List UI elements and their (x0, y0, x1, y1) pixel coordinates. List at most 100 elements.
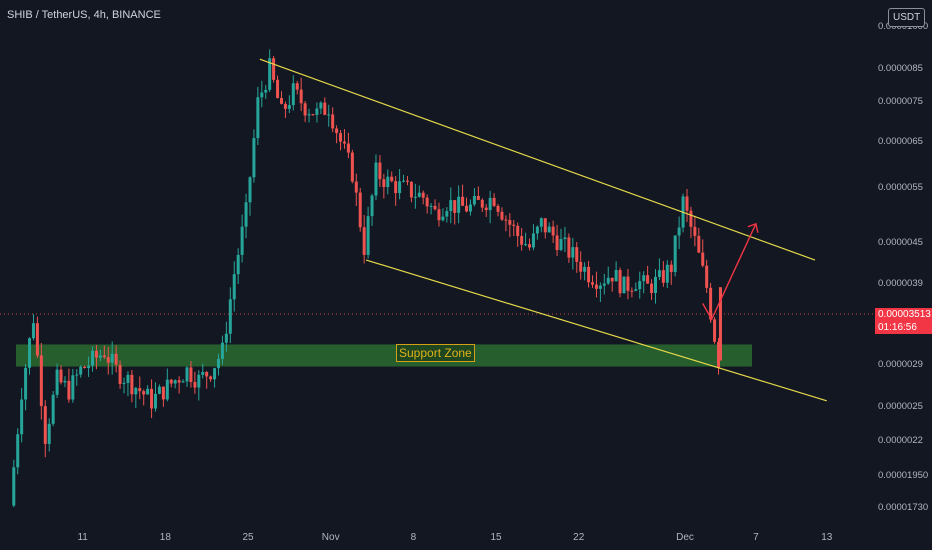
candle-body (472, 195, 476, 205)
currency-unit-button[interactable]: USDT (888, 8, 926, 27)
candle-body (98, 355, 102, 358)
candle-body (535, 226, 539, 234)
candles (12, 49, 722, 508)
candle-body (646, 275, 650, 284)
candle-body (571, 247, 575, 258)
candle-body (185, 367, 189, 382)
candle-body (630, 290, 634, 292)
candle-body (350, 152, 354, 182)
candle-body (224, 333, 228, 343)
candle-body (71, 375, 75, 400)
y-tick-label: 0.0000045 (878, 237, 923, 248)
candle-body (657, 270, 661, 277)
candle-body (413, 196, 417, 198)
candle-body (421, 192, 425, 198)
y-tick-label: 0.0000075 (878, 96, 923, 107)
candle-body (205, 371, 209, 377)
candle-body (429, 205, 433, 207)
candle-body (614, 270, 618, 282)
candle-body (31, 323, 35, 339)
candle-body (563, 237, 567, 240)
candle-body (634, 289, 638, 291)
candle-body (248, 177, 252, 203)
candle-body (520, 236, 524, 245)
candle-body (24, 367, 28, 400)
candle-body (551, 226, 555, 236)
candle-body (516, 225, 520, 237)
candle-body (291, 83, 295, 106)
x-tick-label: Dec (676, 532, 694, 543)
candle-body (346, 143, 350, 153)
candle-body (476, 195, 480, 200)
candle-body (528, 244, 532, 248)
candle-body (197, 374, 201, 388)
x-tick-label: 13 (821, 532, 833, 543)
candle-body (303, 103, 307, 116)
candle-body (126, 374, 130, 383)
candle-body (279, 98, 283, 104)
candle-body (433, 205, 437, 210)
candle-body (295, 83, 299, 90)
candle-body (59, 369, 63, 383)
y-tick-label: 0.0000065 (878, 136, 923, 147)
support-zone-rect (16, 344, 752, 367)
candle-body (661, 270, 665, 283)
candle-body (610, 277, 614, 282)
candle-body (35, 323, 39, 356)
candle-body (181, 381, 185, 383)
y-tick-label: 0.0000085 (878, 63, 923, 74)
candle-body (555, 235, 559, 251)
candle-body (594, 284, 598, 289)
candle-body (102, 355, 106, 358)
candle-body (587, 266, 591, 283)
candle-body (417, 192, 421, 197)
candle-body (622, 276, 626, 294)
candle-body (650, 283, 654, 293)
x-tick-label: 8 (411, 532, 417, 543)
candle-body (28, 338, 32, 368)
candle-body (512, 224, 516, 226)
candle-body (390, 176, 394, 182)
candle-body (602, 283, 606, 286)
projection-arrowhead (747, 222, 759, 233)
candle-body (276, 79, 280, 99)
candle-body (370, 195, 374, 217)
candle-body (508, 220, 512, 225)
candle-body (457, 196, 461, 213)
candle-body (362, 227, 366, 255)
candle-body (122, 382, 126, 384)
candle-body (268, 58, 272, 90)
candle-body (441, 216, 445, 221)
candle-body (618, 270, 622, 294)
projection-arrow (702, 223, 757, 321)
candle-body (366, 216, 370, 255)
x-tick-label: 25 (242, 532, 254, 543)
candle-body (161, 386, 165, 400)
candle-body (244, 202, 248, 227)
candle-body (157, 386, 161, 394)
candle-body (496, 205, 500, 212)
candle-body (327, 114, 331, 116)
candle-body (718, 287, 722, 361)
candle-body (154, 393, 158, 409)
candle-body (236, 254, 240, 275)
candle-body (315, 108, 319, 115)
candle-body (39, 355, 43, 407)
support-zone-label: Support Zone (396, 344, 475, 362)
candle-body (335, 128, 339, 134)
last-price-value: 0.00003513 (878, 309, 931, 320)
y-tick-label: 0.0000022 (878, 435, 923, 446)
candle-body (217, 358, 220, 369)
candle-body (354, 181, 358, 193)
candle-body (252, 138, 256, 178)
x-tick-label: 7 (753, 532, 759, 543)
x-tick-label: 15 (490, 532, 502, 543)
candle-body (165, 379, 169, 400)
candle-body (67, 380, 71, 400)
candle-body (232, 274, 236, 300)
candle-body (51, 394, 55, 424)
candle-body (146, 388, 150, 395)
candle-body (591, 282, 595, 285)
candle-body (531, 233, 535, 248)
